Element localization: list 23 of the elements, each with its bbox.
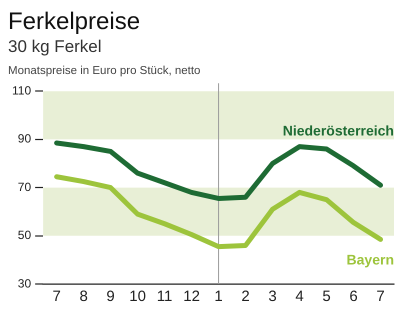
x-tick-label: 5 — [322, 288, 331, 306]
series-label: Bayern — [346, 251, 394, 268]
chart-title: Ferkelpreise — [8, 8, 142, 36]
y-tick-label: 110 — [12, 84, 32, 98]
x-tick-label: 1 — [214, 288, 223, 306]
x-tick-label: 7 — [376, 288, 385, 306]
y-tick-label: 30 — [18, 276, 32, 290]
x-tick-label: 9 — [106, 288, 115, 306]
x-tick-label: 8 — [79, 288, 88, 306]
x-tick-label: 3 — [268, 288, 277, 306]
series-label: Niederösterreich — [282, 122, 394, 138]
y-tick-label: 50 — [18, 228, 32, 242]
x-tick-label: 10 — [129, 288, 146, 306]
y-axis-title: Monatspreise in Euro pro Stück, netto — [8, 64, 202, 79]
x-tick-label: 6 — [349, 288, 358, 306]
chart-subtitle: 30 kg Ferkel — [8, 36, 103, 58]
x-tick-label: 11 — [156, 288, 172, 306]
x-tick-label: 12 — [183, 288, 200, 306]
x-tick-label: 2 — [241, 288, 250, 306]
x-tick-label: 4 — [295, 288, 304, 306]
y-tick-label: 90 — [18, 132, 32, 146]
x-tick-label: 7 — [52, 288, 61, 306]
y-tick-label: 70 — [18, 180, 32, 194]
